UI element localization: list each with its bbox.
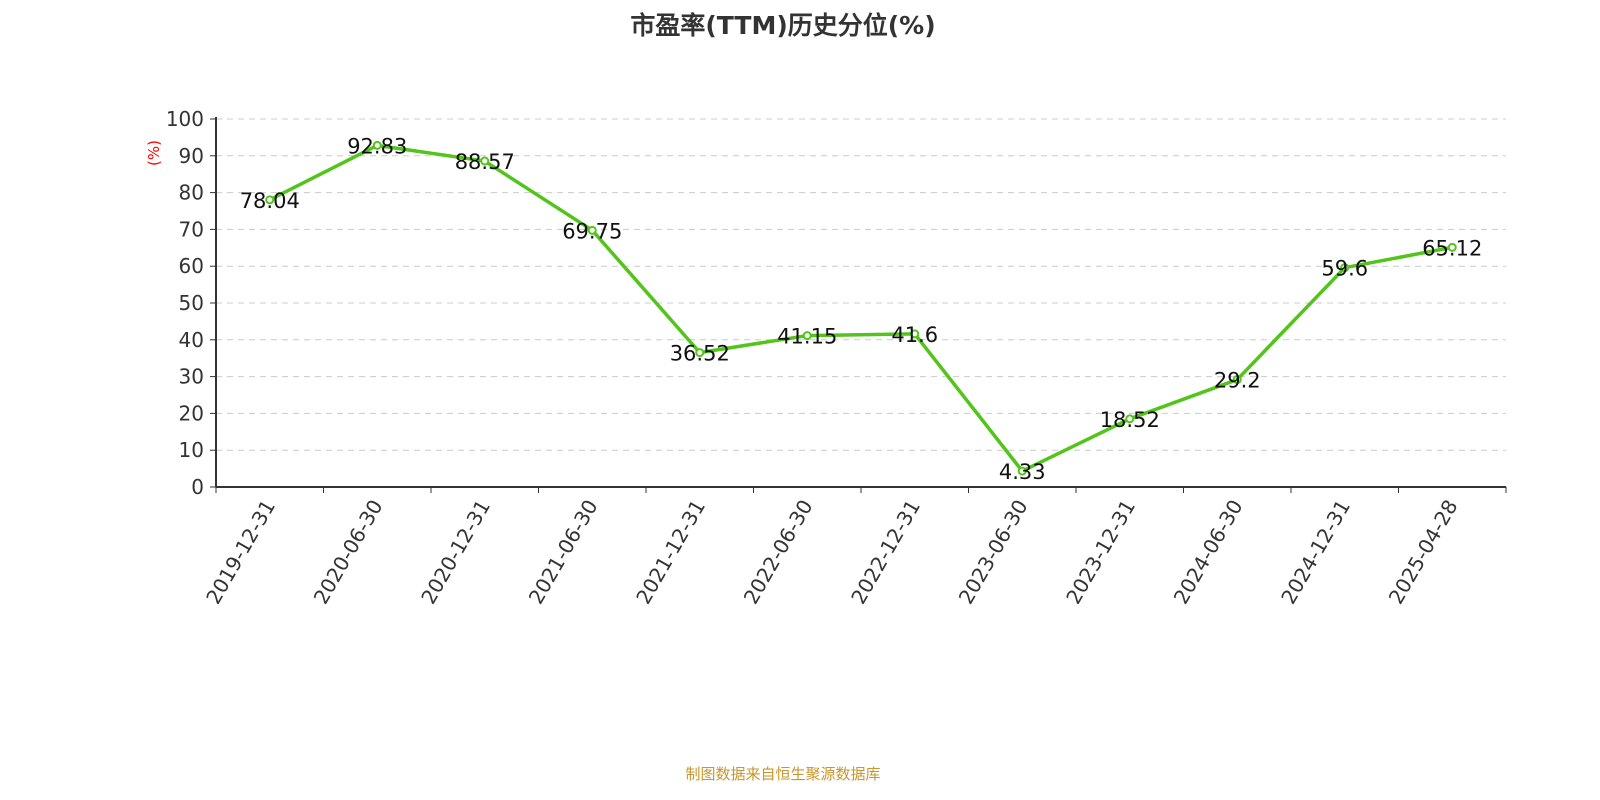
y-tick-label: 70 <box>179 217 204 241</box>
data-label: 18.52 <box>1100 408 1160 432</box>
y-tick-label: 90 <box>179 144 204 168</box>
x-tick-label: 2019-12-31 <box>201 496 280 609</box>
x-tick-label: 2021-06-30 <box>524 496 603 609</box>
data-label: 65.12 <box>1422 236 1482 260</box>
data-point <box>480 156 490 166</box>
data-point <box>1017 466 1027 476</box>
series-line <box>268 143 1453 473</box>
data-point <box>1340 263 1350 273</box>
y-tick-label: 40 <box>179 328 204 352</box>
data-point <box>1125 414 1135 424</box>
x-tick-label: 2020-12-31 <box>416 496 495 609</box>
x-tick-label: 2022-06-30 <box>739 496 818 609</box>
data-point <box>695 348 705 358</box>
y-tick-label: 20 <box>179 401 204 425</box>
data-label: 41.6 <box>891 323 938 347</box>
x-tick-label: 2023-12-31 <box>1061 496 1140 609</box>
x-tick-label: 2022-12-31 <box>846 496 925 609</box>
data-point <box>587 225 597 235</box>
data-label: 41.15 <box>777 325 837 349</box>
data-label: 92.83 <box>347 134 407 158</box>
x-tick-label: 2025-04-28 <box>1384 496 1463 609</box>
data-label: 4.33 <box>999 460 1046 484</box>
data-point <box>1232 375 1242 385</box>
data-point <box>910 329 920 339</box>
y-tick-label: 30 <box>179 365 204 389</box>
x-tick-label: 2021-12-31 <box>631 496 710 609</box>
x-tick-label: 2023-06-30 <box>954 496 1033 609</box>
x-tick-label: 2020-06-30 <box>309 496 388 609</box>
data-point <box>1447 242 1457 252</box>
y-tick-label: 60 <box>179 254 204 278</box>
y-tick-label: 100 <box>166 107 204 131</box>
y-tick-label: 10 <box>179 438 204 462</box>
data-point <box>372 140 382 150</box>
x-tick-label: 2024-06-30 <box>1169 496 1248 609</box>
y-axis-label: (%) <box>145 140 163 166</box>
data-label: 78.04 <box>240 189 300 213</box>
chart-title: 市盈率(TTM)历史分位(%) <box>630 11 936 40</box>
y-tick-label: 50 <box>179 291 204 315</box>
data-label: 88.57 <box>455 150 515 174</box>
y-tick-label: 0 <box>191 475 204 499</box>
y-tick-label: 80 <box>179 181 204 205</box>
data-label: 59.6 <box>1321 257 1368 281</box>
data-label: 36.52 <box>670 342 730 366</box>
data-point <box>802 331 812 341</box>
data-point <box>265 195 275 205</box>
data-label: 69.75 <box>562 219 622 243</box>
x-tick-label: 2024-12-31 <box>1276 496 1355 609</box>
data-source-footer: 制图数据来自恒生聚源数据库 <box>685 765 881 783</box>
data-label: 29.2 <box>1214 369 1261 393</box>
